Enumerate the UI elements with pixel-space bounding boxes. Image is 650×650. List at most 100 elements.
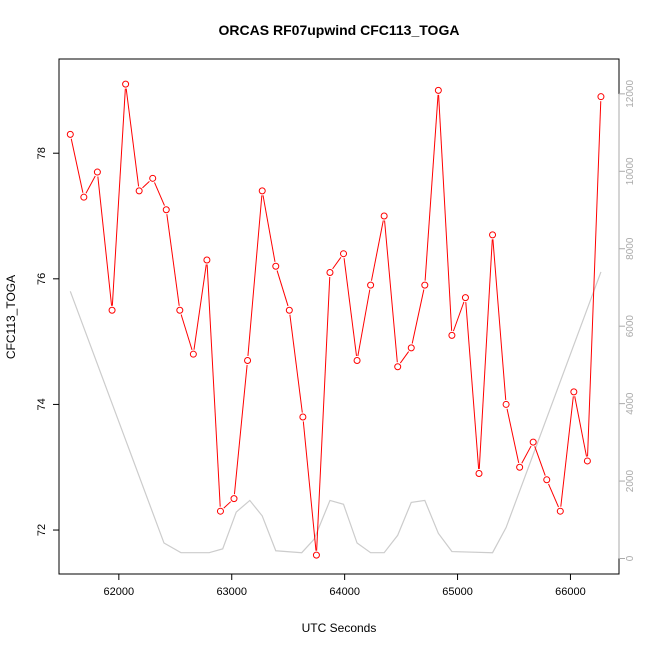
series-segment: [343, 258, 357, 357]
data-point: [162, 206, 170, 214]
y-tick-label: 74: [36, 398, 48, 410]
data-point: [299, 413, 307, 421]
data-point: [583, 457, 591, 465]
data-point: [461, 294, 469, 302]
series-segment: [154, 182, 165, 206]
y2-tick-label: 10000: [625, 157, 636, 185]
y2-tick-label: 2000: [625, 470, 636, 493]
secondary-series-line: [69, 271, 602, 554]
series-segment: [587, 101, 602, 457]
data-point: [543, 476, 551, 484]
series-segment: [574, 396, 588, 457]
data-point: [93, 168, 101, 176]
series-segment: [506, 408, 520, 463]
series-segment: [166, 214, 180, 306]
data-point: [448, 331, 456, 339]
series-segment: [438, 94, 453, 331]
series-segment: [85, 175, 96, 194]
data-point: [597, 93, 605, 101]
series-segment: [302, 421, 317, 551]
data-point: [189, 350, 197, 358]
data-point: [421, 281, 429, 289]
data-point: [502, 400, 510, 408]
series-segment: [478, 239, 493, 470]
series-segment: [521, 445, 532, 464]
series-segment: [384, 220, 398, 363]
data-point: [285, 306, 293, 314]
series-segment: [70, 138, 84, 193]
y2-tick-label: 6000: [625, 315, 636, 338]
data-point: [203, 256, 211, 264]
series-segment: [452, 301, 465, 332]
series-segment: [465, 302, 480, 470]
data-point: [230, 495, 238, 503]
y2-tick-label: 0: [625, 555, 636, 561]
y2-tick-label: 8000: [625, 237, 636, 260]
chart-title: ORCAS RF07upwind CFC113_TOGA: [219, 22, 460, 38]
data-point: [489, 231, 497, 239]
y-axis-left: 72 74 76 78: [36, 147, 60, 536]
series-segment: [180, 314, 193, 351]
data-point: [135, 187, 143, 195]
series-segment: [193, 264, 207, 350]
data-point: [216, 507, 224, 515]
series-segment: [534, 446, 546, 476]
series-segment: [424, 94, 439, 281]
data-point: [149, 174, 157, 182]
data-point: [516, 463, 524, 471]
series-segment: [399, 351, 410, 364]
data-point: [176, 306, 184, 314]
x-axis-label: UTC Seconds: [302, 621, 377, 635]
data-point: [367, 281, 375, 289]
x-tick-label: 64000: [329, 586, 360, 598]
data-point: [80, 193, 88, 201]
y2-tick-label: 4000: [625, 392, 636, 415]
data-point: [66, 130, 74, 138]
series-segment: [276, 270, 289, 307]
data-point: [570, 388, 578, 396]
data-point: [312, 551, 320, 559]
y-tick-label: 76: [36, 273, 48, 285]
series-segment: [560, 396, 574, 507]
series-segment: [332, 257, 342, 270]
series-segment: [411, 289, 425, 344]
x-tick-label: 65000: [442, 586, 473, 598]
data-point: [108, 306, 116, 314]
data-point: [258, 187, 266, 195]
data-point: [244, 356, 252, 364]
data-point: [340, 250, 348, 258]
data-point: [380, 212, 388, 220]
plot-frame: [58, 58, 620, 575]
series-segment: [206, 264, 221, 507]
series-segment: [262, 195, 276, 262]
x-tick-label: 66000: [555, 586, 586, 598]
data-point: [529, 438, 537, 446]
series-segment: [247, 195, 263, 357]
series-segment: [97, 176, 113, 306]
data-point: [434, 86, 442, 94]
series-segment: [233, 364, 248, 495]
series-segment: [492, 239, 507, 400]
y-tick-label: 78: [36, 147, 48, 159]
series-segment: [289, 314, 303, 413]
x-tick-label: 63000: [216, 586, 247, 598]
y-axis-right: 0 2000 4000 6000 8000 10000 12000: [618, 80, 636, 561]
series-segment: [142, 181, 150, 189]
series-segment: [316, 277, 331, 551]
data-point: [326, 269, 334, 277]
data-point: [407, 344, 415, 352]
x-axis: 62000 63000 64000 65000 66000: [104, 573, 586, 598]
x-tick-label: 62000: [104, 586, 135, 598]
series-segment: [125, 88, 140, 187]
series-segment: [111, 88, 126, 306]
data-point: [122, 80, 130, 88]
series-segment: [370, 220, 384, 281]
y-tick-label: 72: [36, 524, 48, 536]
series-segment: [548, 483, 559, 508]
data-point: [272, 262, 280, 270]
series-segment: [223, 501, 232, 509]
data-point: [353, 356, 361, 364]
data-point: [475, 470, 483, 478]
data-point: [394, 363, 402, 371]
